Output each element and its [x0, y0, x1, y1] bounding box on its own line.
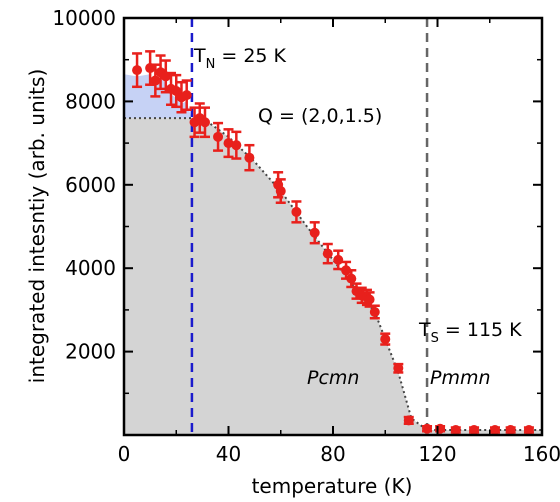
data-marker	[422, 423, 433, 434]
gray-shaded-region	[124, 118, 542, 435]
data-point	[181, 79, 192, 111]
data-marker	[244, 152, 255, 163]
data-marker	[223, 138, 234, 149]
x-tick-label: 160	[523, 442, 560, 466]
data-marker	[523, 424, 534, 435]
phase-pcmn-label: Pcmn	[307, 367, 359, 389]
data-marker	[346, 273, 357, 284]
tn-rest: = 25 K	[215, 45, 286, 67]
x-tick-label: 0	[118, 442, 131, 466]
x-axis-label: temperature (K)	[252, 474, 413, 498]
data-marker	[322, 248, 333, 259]
data-marker	[309, 227, 320, 238]
data-marker	[275, 186, 286, 197]
data-marker	[291, 206, 302, 217]
data-point	[244, 143, 255, 172]
data-point	[150, 63, 161, 98]
ts-rest: = 115 K	[439, 319, 522, 341]
data-point	[213, 121, 224, 152]
data-marker	[231, 140, 242, 151]
axes: 0 40 80 120 160 2000 4000 6000 8000 10000	[52, 6, 560, 466]
data-marker	[213, 131, 224, 142]
ts-subscript: S	[431, 331, 439, 346]
data-point	[199, 106, 210, 139]
data-marker	[333, 254, 344, 265]
data-marker	[380, 334, 391, 345]
data-marker	[403, 415, 414, 426]
data-point	[132, 52, 143, 89]
q-vector-label: Q = (2,0,1.5)	[258, 105, 382, 127]
data-point	[422, 423, 433, 434]
ts-annotation: TS = 115 K	[418, 319, 522, 346]
data-point	[523, 424, 534, 435]
y-tick-label: 4000	[65, 256, 116, 280]
y-tick-label: 8000	[65, 89, 116, 113]
data-marker	[505, 424, 516, 435]
data-point	[380, 332, 391, 346]
data-point	[309, 221, 320, 245]
data-marker	[364, 294, 375, 305]
tn-subscript: N	[206, 57, 216, 72]
data-point	[505, 424, 516, 435]
data-point	[275, 178, 286, 204]
ts-main: T	[418, 319, 431, 341]
data-marker	[489, 424, 500, 435]
data-point	[393, 362, 404, 374]
data-marker	[341, 265, 352, 276]
y-tick-label: 10000	[52, 6, 116, 30]
data-point	[341, 260, 352, 280]
x-tick-label: 80	[320, 442, 345, 466]
data-marker	[150, 75, 161, 86]
annotations: temperature (K) integrated intesntiy (ar…	[25, 45, 522, 498]
data-point	[322, 242, 333, 265]
data-point	[346, 269, 357, 289]
data-marker	[393, 363, 404, 374]
data-point	[450, 424, 461, 435]
data-marker	[450, 424, 461, 435]
data-point	[291, 200, 302, 224]
data-marker	[469, 424, 480, 435]
y-tick-label: 6000	[65, 173, 116, 197]
blue-shaded-region	[124, 74, 203, 129]
data-point	[231, 130, 242, 160]
data-point	[489, 424, 500, 435]
tn-main: T	[193, 45, 206, 67]
data-point	[469, 424, 480, 435]
data-marker	[132, 65, 143, 76]
plot-area	[124, 18, 542, 435]
data-point	[223, 128, 234, 159]
data-marker	[199, 117, 210, 128]
data-point	[155, 54, 166, 91]
data-point	[369, 304, 380, 320]
data-marker	[369, 306, 380, 317]
x-tick-label: 120	[418, 442, 456, 466]
phase-pmmn-label: Pmmn	[430, 367, 491, 389]
y-axis-label: integrated intesntiy (arb. units)	[25, 69, 49, 383]
x-tick-label: 40	[216, 442, 241, 466]
data-marker	[181, 90, 192, 101]
data-point	[403, 415, 414, 426]
tn-annotation: TN = 25 K	[193, 45, 287, 72]
y-tick-label: 2000	[65, 340, 116, 364]
